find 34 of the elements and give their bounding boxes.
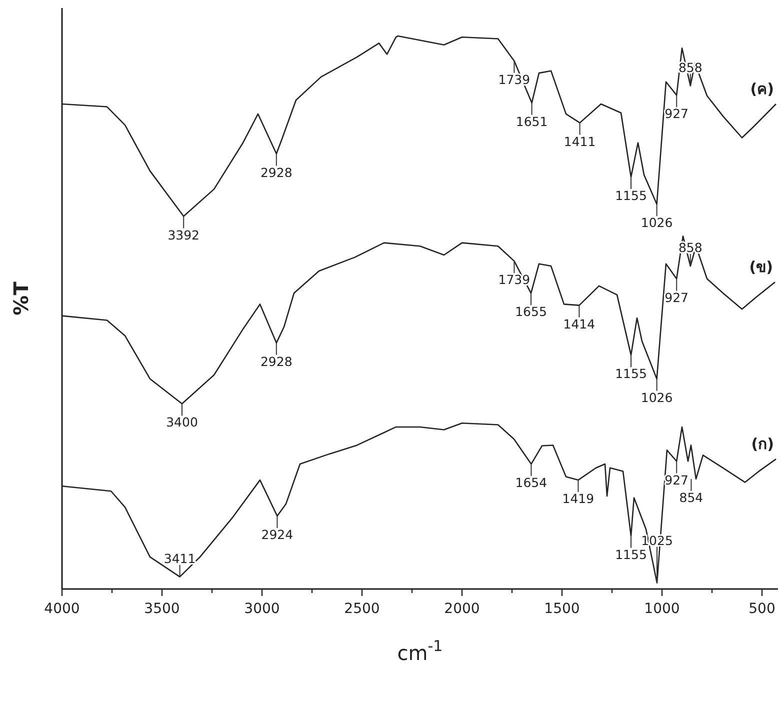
annotation: 1155 bbox=[615, 188, 647, 204]
annotation: 3392 bbox=[168, 227, 200, 242]
x-tick-label: 3500 bbox=[144, 601, 180, 617]
annotation: 1651 bbox=[516, 114, 548, 129]
x-tick-label: 500 bbox=[748, 601, 776, 617]
annotation: 3400 bbox=[166, 414, 198, 430]
annotation: 1411 bbox=[564, 134, 596, 149]
x-tick-label: 2500 bbox=[344, 601, 380, 617]
x-tick-label: 3000 bbox=[244, 601, 280, 617]
series-label: (ข) bbox=[749, 258, 773, 276]
x-tick-label: 2000 bbox=[444, 601, 480, 617]
annotation: 1654 bbox=[515, 475, 548, 490]
x-axis-title: cm$^{-1}$ bbox=[397, 637, 443, 665]
x-tick-label: 4000 bbox=[44, 601, 80, 617]
annotation: 1414 bbox=[563, 316, 596, 332]
annotation: 1026 bbox=[640, 390, 673, 405]
annotation: 1655 bbox=[515, 304, 547, 320]
annotation: 927 bbox=[664, 472, 689, 488]
annotation: 1419 bbox=[562, 491, 594, 506]
x-tick-label: 1500 bbox=[544, 601, 580, 617]
series-label: (ค) bbox=[750, 80, 774, 98]
annotation: 1155 bbox=[615, 546, 647, 562]
annotation: 1026 bbox=[640, 215, 673, 230]
annotation: 854 bbox=[679, 490, 704, 505]
annotation: 2924 bbox=[261, 527, 294, 542]
annotation: 2928 bbox=[260, 354, 292, 369]
annotation: 2928 bbox=[260, 164, 292, 180]
annotation: 927 bbox=[664, 290, 689, 305]
y-axis-title: %T bbox=[9, 281, 33, 316]
annotation: 1155 bbox=[615, 366, 647, 382]
x-tick-label: 1000 bbox=[644, 601, 680, 617]
series-label: (ก) bbox=[751, 435, 774, 454]
annotation: 927 bbox=[664, 106, 689, 122]
annotation: 3411 bbox=[164, 550, 196, 566]
